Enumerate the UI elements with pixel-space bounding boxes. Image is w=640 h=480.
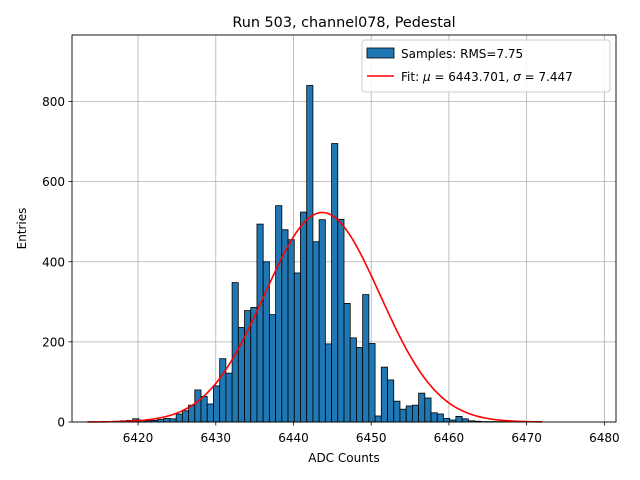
y-tick-label: 400	[42, 255, 65, 269]
legend-samples-swatch	[366, 47, 395, 59]
histogram-bar	[275, 205, 283, 423]
histogram-bar	[411, 404, 420, 423]
legend-fit-sigma-text: = 7.447	[521, 70, 573, 84]
histogram-bar	[281, 229, 289, 423]
histogram-bar	[206, 403, 214, 423]
legend-fit-label: Fit: μ = 6443.701, σ = 7.447	[401, 70, 573, 84]
x-tick-label: 6430	[200, 431, 231, 445]
histogram-bar	[362, 294, 370, 423]
histogram-bar	[387, 379, 395, 423]
histogram-bar	[225, 372, 233, 423]
histogram-bar	[306, 85, 314, 423]
legend-fit-mu-text: = 6443.701,	[431, 70, 514, 84]
histogram-bar	[194, 389, 202, 423]
histogram-bar	[293, 272, 301, 423]
histogram-bar	[300, 211, 308, 423]
y-tick-label: 0	[57, 416, 65, 430]
y-tick-label: 200	[42, 335, 65, 349]
axis-ticks: 6420 6430 6440 6450 6460 6470 6480 0 200 400 600 80…	[42, 95, 620, 445]
histogram-bar	[169, 418, 177, 423]
histogram-bar	[175, 413, 183, 423]
x-axis-label: ADC Counts	[308, 451, 380, 465]
histogram-bar	[443, 417, 451, 423]
histogram-bars	[113, 85, 531, 423]
histogram-bar	[374, 415, 382, 423]
histogram-bar	[461, 418, 469, 423]
y-tick-label: 800	[42, 95, 65, 109]
histogram-bar	[181, 410, 189, 423]
legend: Samples: RMS=7.75 Fit: μ = 6443.701, σ =…	[361, 39, 611, 93]
legend-box	[361, 39, 611, 93]
x-tick-label: 6420	[123, 431, 154, 445]
histogram-bar	[231, 282, 239, 423]
histogram-bar	[219, 358, 227, 423]
histogram-bar	[405, 405, 413, 423]
histogram-bar	[455, 415, 463, 423]
histogram-bar	[163, 417, 171, 423]
x-tick-label: 6450	[356, 431, 387, 445]
x-tick-label: 6460	[434, 431, 465, 445]
y-tick-label: 600	[42, 175, 65, 189]
histogram-bar	[368, 343, 376, 423]
histogram-bar	[318, 219, 326, 423]
x-tick-label: 6480	[589, 431, 620, 445]
legend-fit-mu-symbol: μ	[422, 70, 431, 84]
chart-title: Run 503, channel078, Pedestal	[232, 15, 455, 31]
histogram-bar	[268, 314, 277, 423]
histogram-bar	[331, 143, 339, 423]
histogram-bar	[436, 413, 444, 423]
histogram-bar	[393, 400, 401, 423]
histogram-bar	[418, 392, 426, 423]
histogram-bar	[424, 397, 432, 423]
histogram-bar	[256, 223, 264, 423]
histogram-bar	[200, 395, 208, 423]
legend-samples-label: Samples: RMS=7.75	[401, 47, 523, 61]
histogram-bar	[430, 412, 438, 423]
x-tick-label: 6470	[511, 431, 542, 445]
histogram-bar	[324, 343, 332, 423]
histogram-bar	[337, 218, 345, 423]
histogram-bar	[250, 307, 258, 423]
fit-curve	[87, 211, 543, 423]
histogram-bar	[349, 337, 357, 423]
histogram-bar	[213, 385, 221, 423]
histogram-bar	[399, 408, 407, 423]
x-tick-label: 6440	[278, 431, 309, 445]
histogram-bar	[287, 239, 295, 423]
histogram-bar	[312, 241, 320, 423]
histogram-bar	[356, 347, 364, 423]
histogram-bar	[380, 366, 388, 423]
histogram-bar	[343, 303, 351, 423]
plot-frame	[71, 34, 617, 423]
legend-fit-sigma-symbol: σ	[513, 70, 521, 84]
legend-fit-prefix: Fit:	[401, 70, 423, 84]
y-axis-label: Entries	[15, 208, 29, 250]
